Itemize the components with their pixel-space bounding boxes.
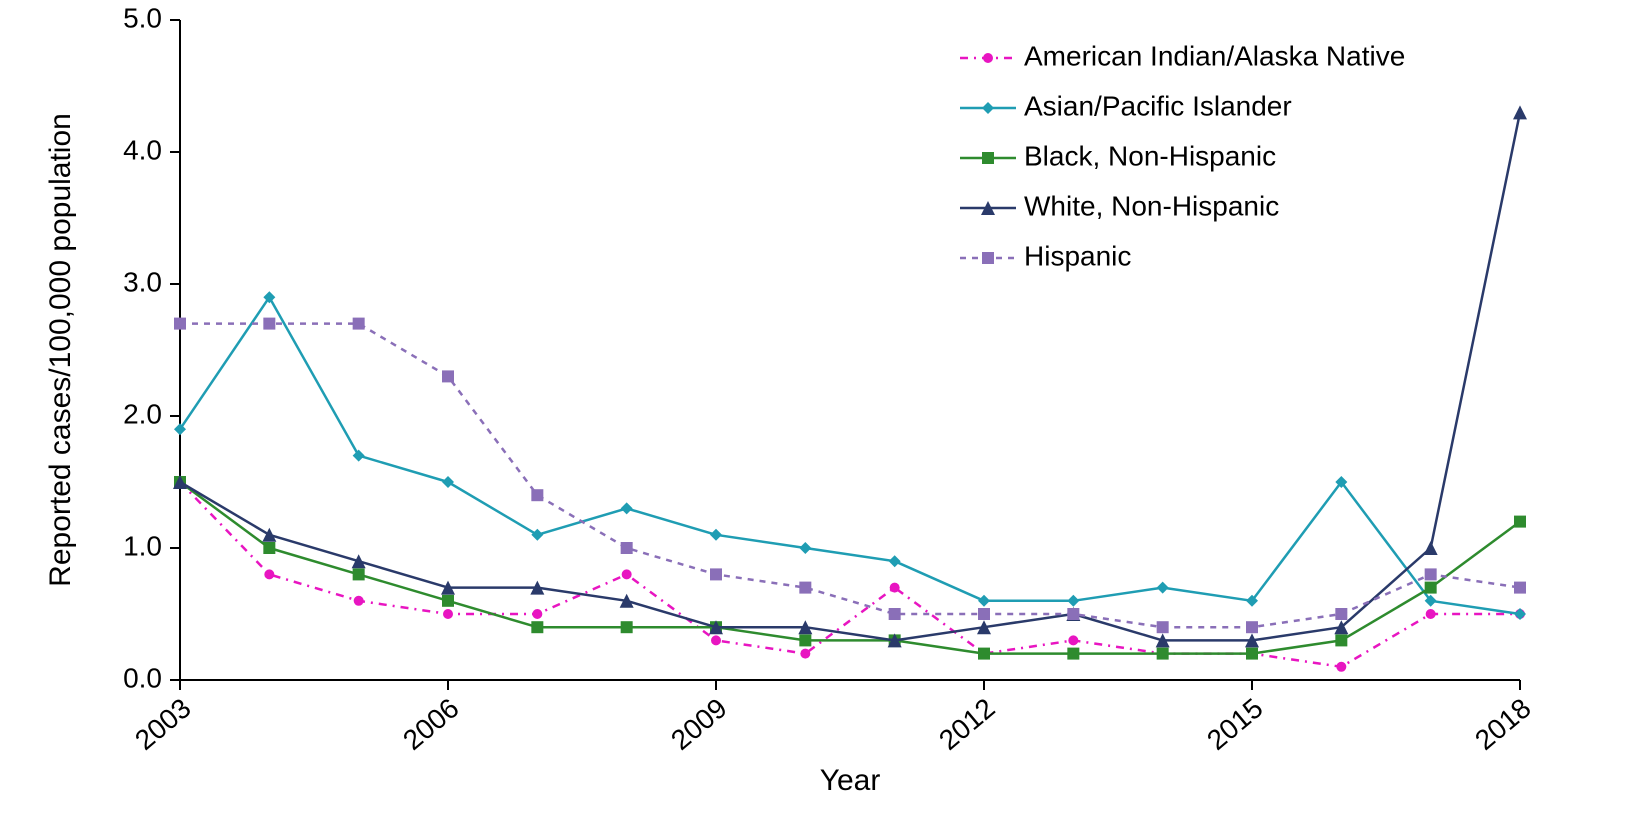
y-tick-label: 1.0 — [123, 530, 162, 561]
y-tick-label: 0.0 — [123, 662, 162, 693]
y-tick-label: 3.0 — [123, 266, 162, 297]
y-tick-label: 2.0 — [123, 398, 162, 429]
legend-item-aian: American Indian/Alaska Native — [960, 40, 1405, 71]
legend-label: White, Non-Hispanic — [1024, 190, 1279, 221]
legend-label: Hispanic — [1024, 240, 1131, 271]
y-tick-label: 5.0 — [123, 2, 162, 33]
chart-svg: 0.01.02.03.04.05.02003200620092012201520… — [0, 0, 1651, 826]
y-axis-label: Reported cases/100,000 population — [44, 113, 77, 587]
line-chart: 0.01.02.03.04.05.02003200620092012201520… — [0, 0, 1651, 826]
legend-label: American Indian/Alaska Native — [1024, 40, 1405, 71]
x-axis-label: Year — [820, 764, 881, 797]
legend-label: Black, Non-Hispanic — [1024, 140, 1276, 171]
y-tick-label: 4.0 — [123, 134, 162, 165]
legend-label: Asian/Pacific Islander — [1024, 90, 1292, 121]
